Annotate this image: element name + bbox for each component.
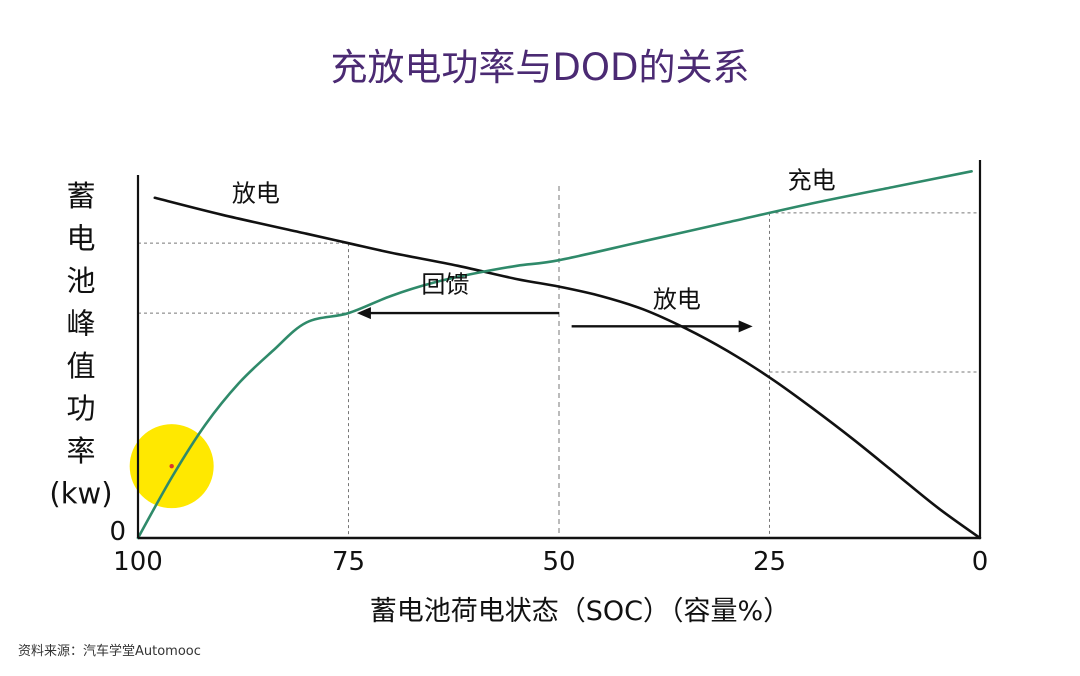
y-axis-label-char: 电 xyxy=(66,222,95,256)
chart-title: 充放电功率与DOD的关系 xyxy=(330,46,749,89)
source-note: 资料来源：汽车学堂Automooc xyxy=(18,643,201,659)
y-tick-label: 0 xyxy=(109,517,126,547)
axes xyxy=(136,160,982,540)
x-axis-label: 蓄电池荷电状态（SOC）（容量%） xyxy=(370,596,790,627)
x-tick-label: 50 xyxy=(542,547,575,577)
arrow-layer xyxy=(356,307,753,333)
highlight-dot xyxy=(169,463,174,469)
x-tick-label: 0 xyxy=(972,547,989,577)
highlight-layer xyxy=(129,424,214,509)
series-layer xyxy=(136,170,982,540)
annotation-label: 回馈 xyxy=(421,270,469,298)
series-line-discharge xyxy=(153,196,982,540)
x-tick-label: 25 xyxy=(753,547,786,577)
arrow-regen xyxy=(356,307,559,320)
y-axis-label-char: (kw) xyxy=(49,477,112,511)
x-tick-label: 100 xyxy=(113,547,163,577)
y-axis-label-char: 池 xyxy=(66,264,95,298)
y-axis-label-char: 功 xyxy=(66,392,95,426)
arrow-discharge xyxy=(571,320,753,333)
y-axis-label-char: 值 xyxy=(66,349,95,383)
x-tick-label: 75 xyxy=(332,547,365,577)
annotation-label: 放电 xyxy=(232,180,280,208)
series-line-charge xyxy=(136,170,973,540)
y-axis-label-char: 率 xyxy=(66,434,95,468)
reference-lines xyxy=(138,186,980,538)
y-axis-label-char: 峰 xyxy=(66,307,95,341)
y-axis-label-char: 蓄 xyxy=(66,179,95,213)
annotation-label: 充电 xyxy=(788,166,836,194)
annotation-label: 放电 xyxy=(653,285,701,313)
